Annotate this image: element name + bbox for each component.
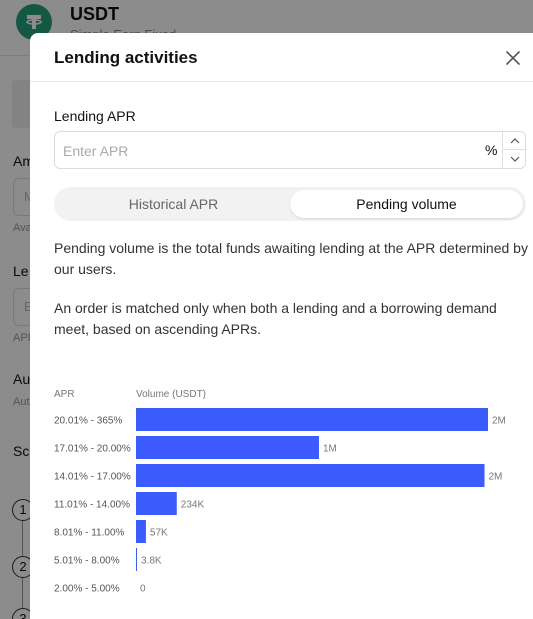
- lending-activities-modal: Lending activities Lending APR % Histori…: [30, 33, 533, 619]
- chart-value-label: 57K: [150, 528, 168, 539]
- background-small-apr: APR: [13, 332, 36, 344]
- chart-category-label: 17.01% - 20.00%: [54, 444, 131, 455]
- chart-value-label: 1M: [323, 444, 337, 455]
- percent-unit: %: [485, 142, 498, 158]
- chart-category-label: 5.01% - 8.00%: [54, 556, 120, 567]
- tab-pending-volume[interactable]: Pending volume: [290, 190, 523, 218]
- chart-value-label: 2M: [489, 472, 503, 483]
- chart-category-label: 20.01% - 365%: [54, 416, 122, 427]
- chart-value-label: 3.8K: [141, 556, 162, 567]
- chart-svg: APR Volume (USDT) 20.01% - 365% 2M 17.01% …: [54, 389, 506, 595]
- chart-bar: [136, 520, 146, 543]
- pending-volume-description: Pending volume is the total funds awaiti…: [54, 240, 528, 277]
- chart-value-label: 0: [140, 584, 146, 595]
- background-small-available: Ava: [13, 222, 32, 234]
- chart-category-header: APR: [54, 389, 75, 400]
- background-label-auto: Au: [13, 371, 31, 387]
- background-title: USDT: [70, 4, 119, 24]
- pending-volume-chart: APR Volume (USDT) 20.01% - 365% 2M 17.01% …: [30, 373, 533, 619]
- chart-category-label: 8.01% - 11.00%: [54, 528, 125, 539]
- decrement-button[interactable]: [503, 150, 527, 168]
- chart-category-label: 14.01% - 17.00%: [54, 472, 131, 483]
- chart-value-header: Volume (USDT): [136, 389, 206, 400]
- tab-historical-apr[interactable]: Historical APR: [128, 196, 219, 212]
- lending-apr-input[interactable]: [63, 141, 473, 161]
- lending-apr-label: Lending APR: [54, 108, 136, 124]
- lending-apr-field: %: [54, 131, 527, 169]
- close-button[interactable]: [503, 48, 523, 68]
- chart-bar: [136, 436, 319, 459]
- background-label-schedule: Sc: [13, 443, 30, 459]
- view-tabs: Historical APR Pending volume: [54, 187, 526, 221]
- chart-value-label: 234K: [181, 500, 205, 511]
- chevron-up-icon: [510, 137, 520, 143]
- chart-bar: [136, 548, 137, 571]
- chart-bar: [136, 492, 177, 515]
- close-icon: [506, 51, 520, 65]
- chart-bar: [136, 408, 488, 431]
- chevron-down-icon: [510, 156, 520, 162]
- chart-category-label: 2.00% - 5.00%: [54, 584, 120, 595]
- modal-title: Lending activities: [54, 48, 198, 67]
- chart-category-label: 11.01% - 14.00%: [54, 500, 130, 511]
- background-small-auto: Aut: [13, 396, 30, 408]
- background-step-line: [22, 578, 23, 608]
- chart-value-label: 2M: [492, 416, 506, 427]
- increment-button[interactable]: [503, 132, 527, 150]
- matching-description: An order is matched only when both a len…: [54, 300, 497, 337]
- chart-bar: [136, 464, 485, 487]
- background-step-line: [22, 521, 23, 556]
- apr-stepper: [502, 132, 527, 168]
- modal-header: Lending activities: [30, 33, 533, 82]
- background-label-lending: Le: [13, 263, 29, 279]
- background-label-amount: Am: [13, 153, 34, 169]
